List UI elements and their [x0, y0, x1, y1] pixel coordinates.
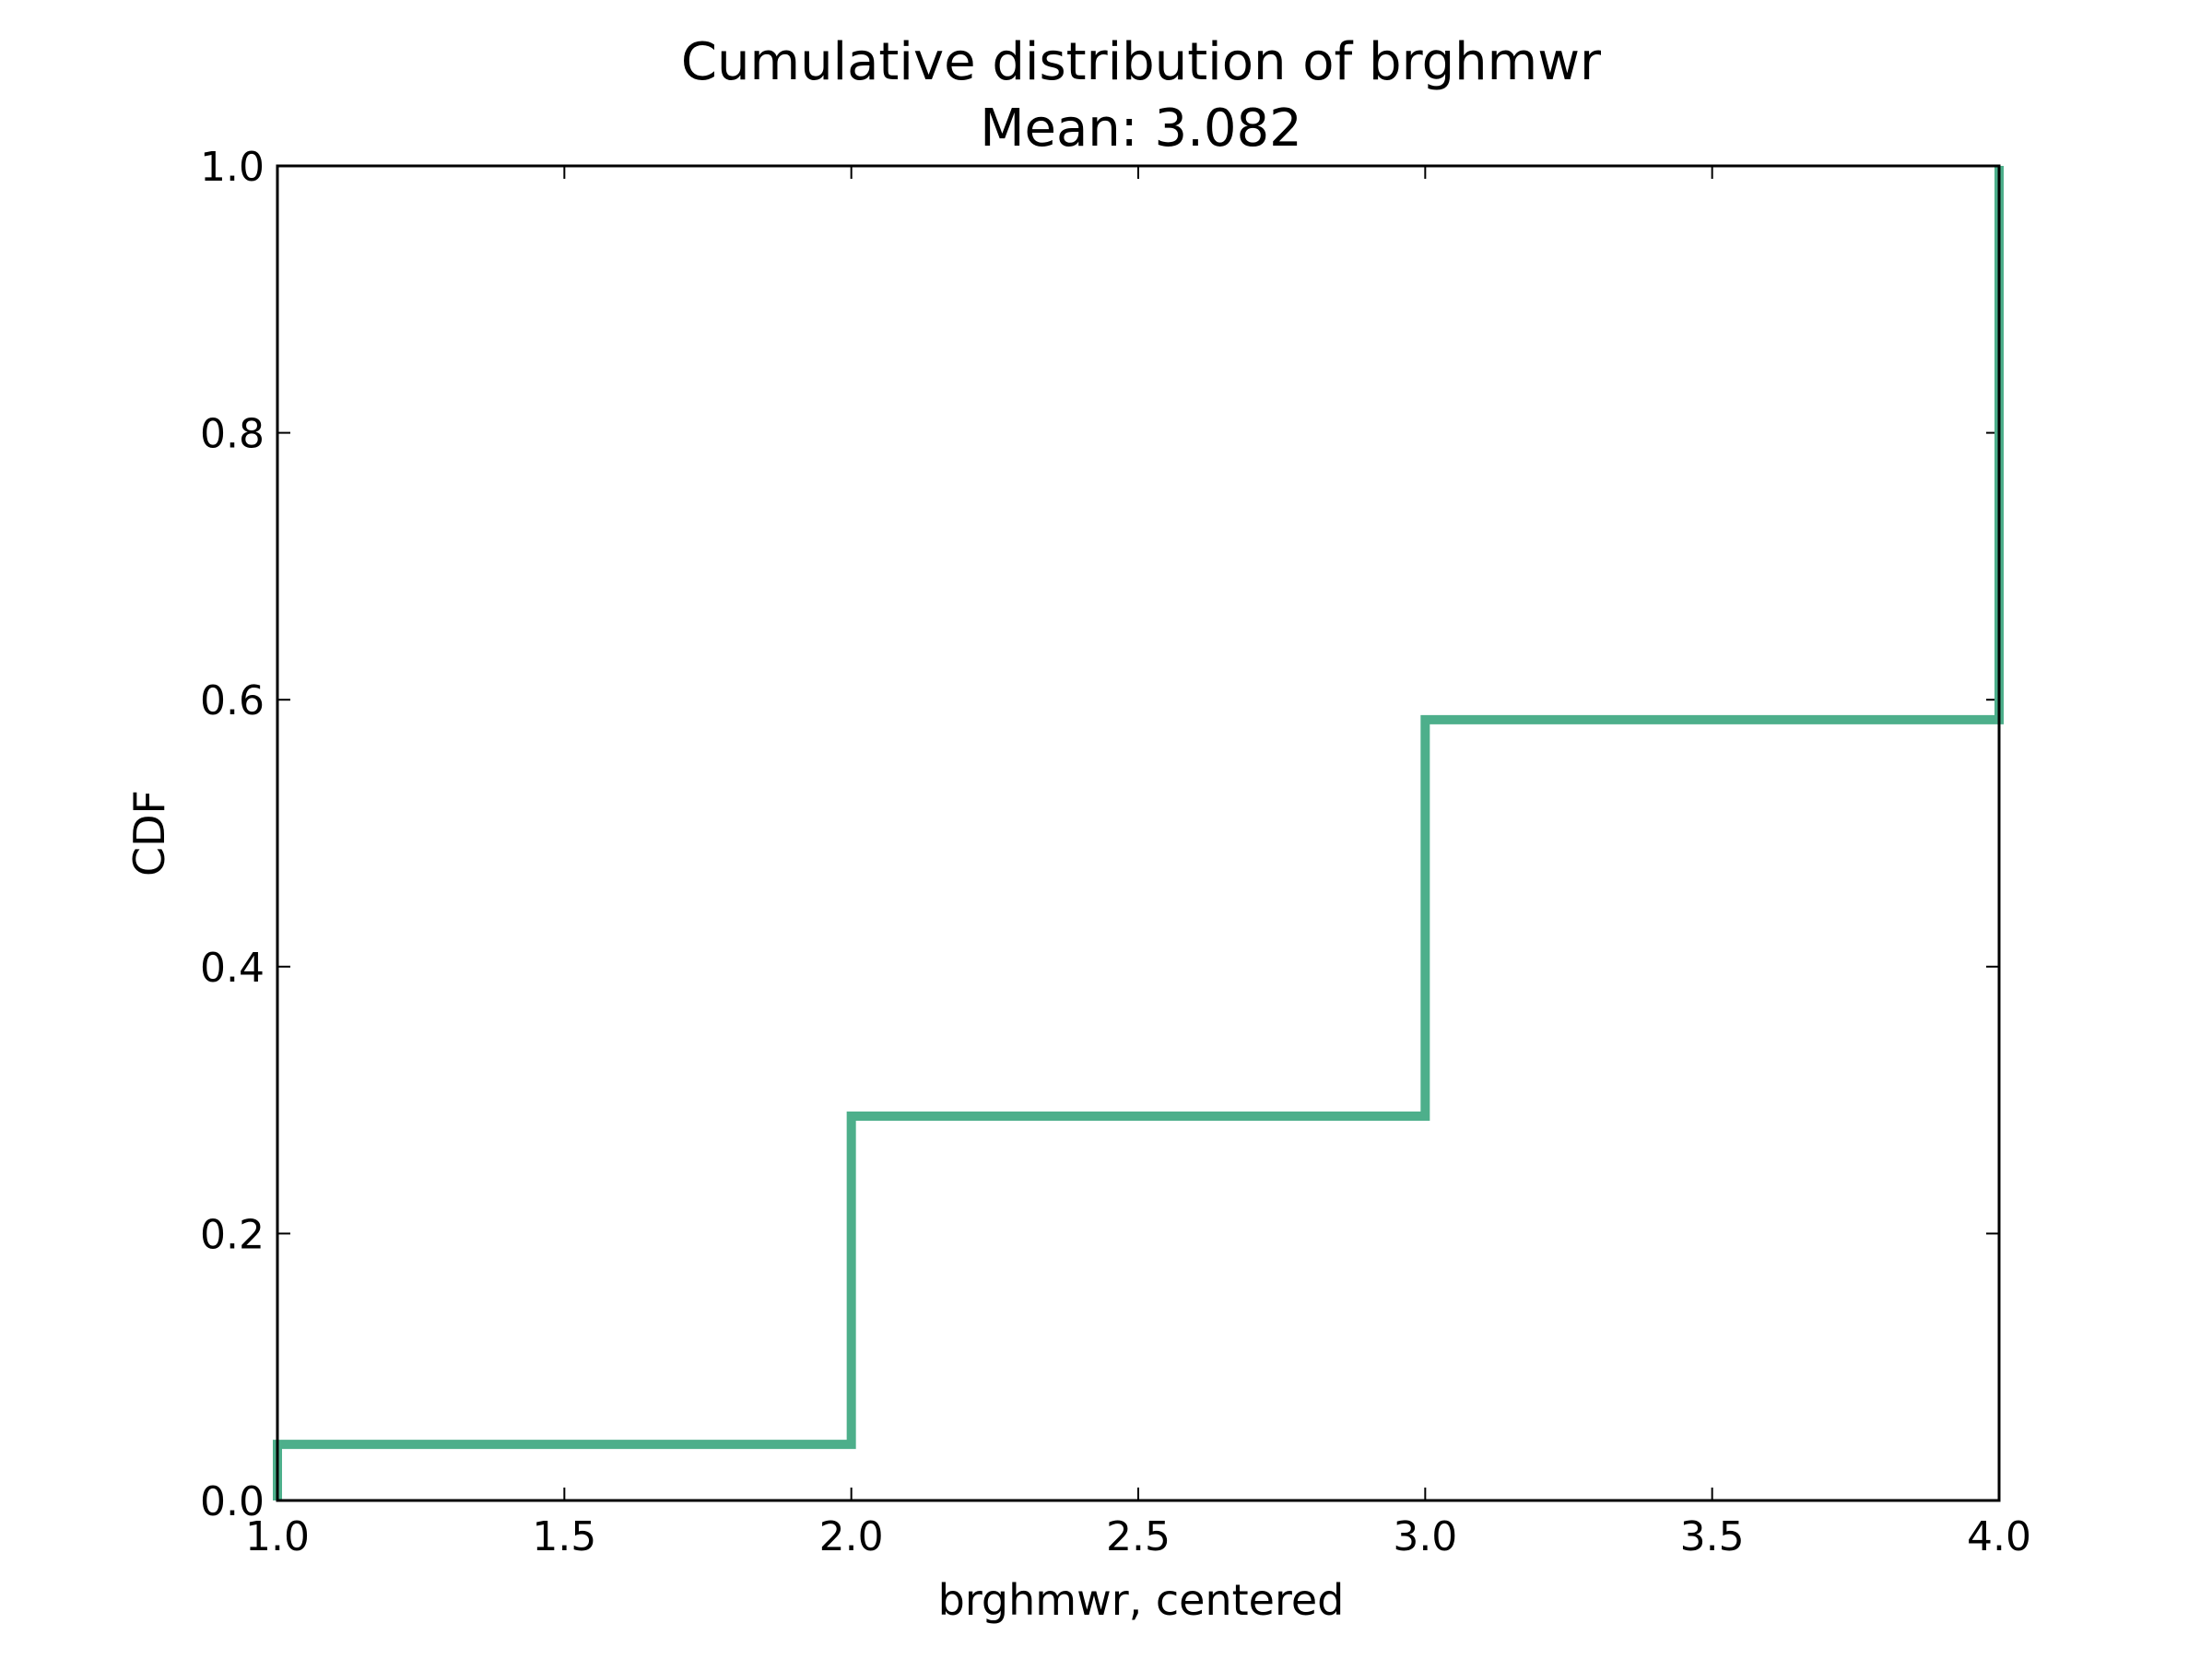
y-tick-label: 0.4: [200, 945, 265, 992]
x-tick-label: 3.5: [1680, 1513, 1745, 1560]
x-tick-label: 1.0: [245, 1513, 310, 1560]
plot-frame: [276, 164, 2001, 1502]
y-tick-label: 1.0: [200, 144, 265, 191]
x-tick-label: 1.5: [532, 1513, 596, 1560]
y-tick-label: 0.6: [200, 677, 265, 724]
chart-title: Cumulative distribution of brghmwr: [681, 32, 1602, 92]
series-layer: [273, 166, 2004, 1500]
y-tick-label: 0.8: [200, 411, 265, 458]
plot-area: [273, 164, 2004, 1502]
x-tick-label: 3.0: [1393, 1513, 1457, 1560]
x-tick-labels: 1.0 1.5 2.0 2.5 3.0 3.5 4.0: [245, 1513, 2031, 1560]
y-tick-label: 0.0: [200, 1478, 265, 1525]
plot-background: [277, 166, 1999, 1500]
chart-subtitle: Mean: 3.082: [980, 99, 1302, 159]
x-axis-label: brghmwr, centered: [938, 1575, 1345, 1625]
y-axis-label: CDF: [124, 790, 174, 877]
y-tick-label: 0.2: [200, 1211, 265, 1258]
cdf-step-line: [273, 166, 2004, 1500]
x-tick-label: 2.0: [819, 1513, 884, 1560]
y-tick-labels: 0.0 0.2 0.4 0.6 0.8 1.0: [200, 144, 265, 1525]
x-tick-label: 4.0: [1967, 1513, 2031, 1560]
x-tick-label: 2.5: [1106, 1513, 1171, 1560]
